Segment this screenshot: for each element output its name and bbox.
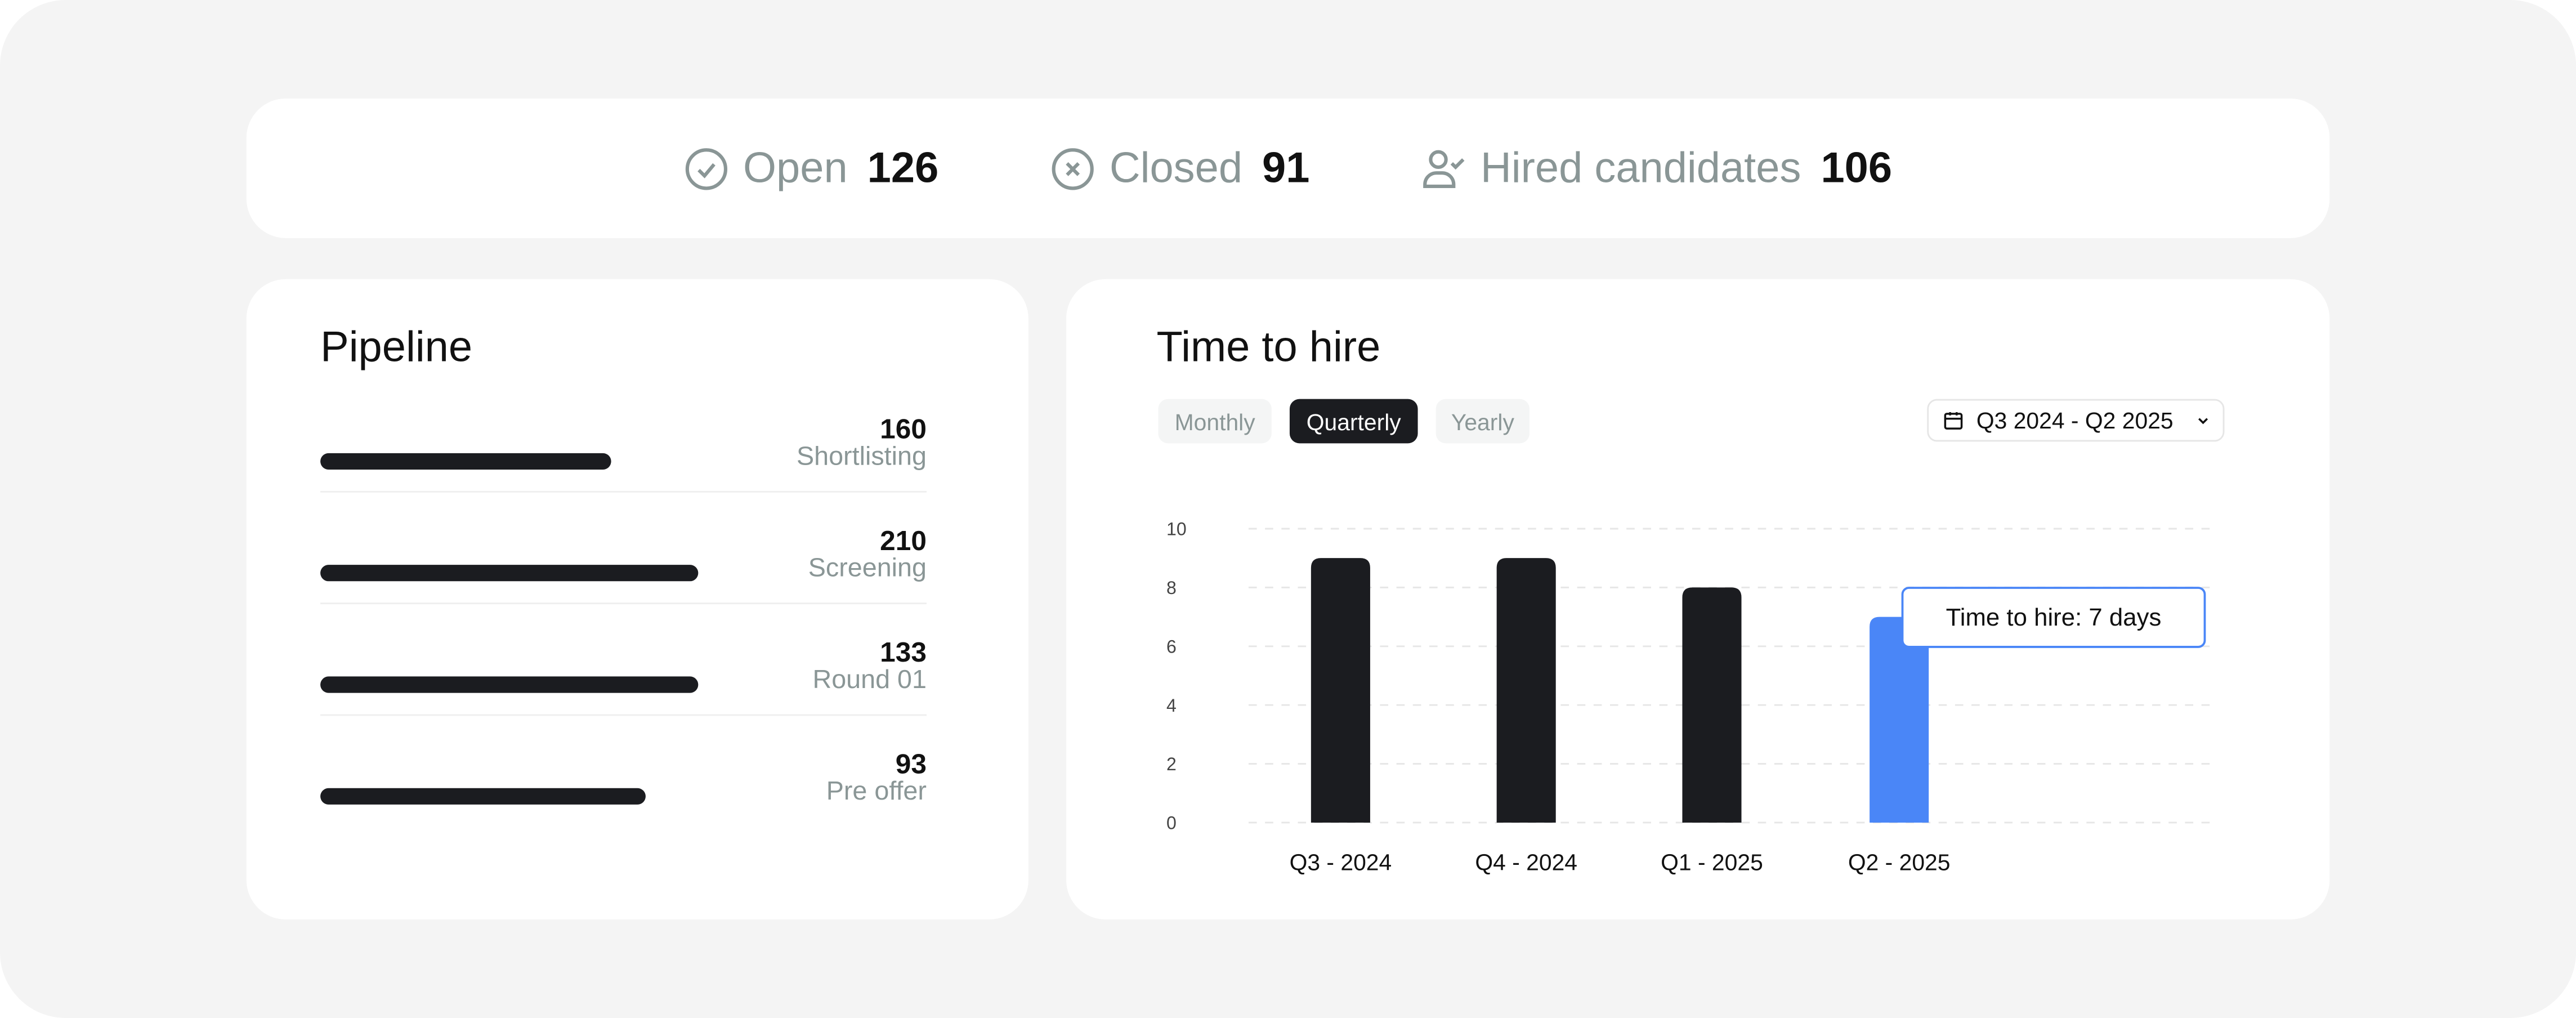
tab-yearly[interactable]: Yearly [1435, 399, 1530, 444]
tab-quarterly[interactable]: Quarterly [1289, 399, 1418, 444]
stat-value: 91 [1262, 142, 1310, 193]
divider [320, 490, 927, 493]
y-tick-label: 0 [1166, 813, 1177, 833]
user-check-icon [1423, 149, 1465, 187]
bar-Q3-2024[interactable] [1311, 558, 1370, 823]
x-tick-label: Q2 - 2025 [1848, 850, 1951, 876]
pipeline-row: 93 Pre offer [320, 748, 927, 864]
pipeline-bar [320, 565, 699, 582]
pipeline-label: Shortlisting [796, 443, 927, 471]
date-range-picker[interactable]: Q3 2024 - Q2 2025 [1927, 399, 2225, 442]
pipeline-row: 210 Screening [320, 525, 927, 640]
pipeline-bar [320, 676, 699, 693]
y-tick-label: 2 [1166, 754, 1177, 774]
pipeline-bar [320, 788, 646, 805]
y-tick-label: 8 [1166, 578, 1177, 598]
pipeline-value: 93 [895, 748, 927, 780]
time-to-hire-title: Time to hire [1156, 322, 1381, 372]
pipeline-value: 133 [880, 637, 927, 668]
stat-value: 126 [867, 142, 939, 193]
y-tick-label: 6 [1166, 636, 1177, 657]
pipeline-label: Screening [808, 555, 927, 583]
tooltip-text: Time to hire: 7 days [1946, 604, 2162, 631]
time-to-hire-card: 0 2 4 6 8 10 Q3 - 2024 Q4 - 2024 Q1 - 2025 Q2 - 2… [1066, 279, 2330, 920]
stat-label: Closed [1109, 142, 1243, 193]
pipeline-row: 160 Shortlisting [320, 413, 927, 529]
bar-Q1-2025[interactable] [1682, 587, 1742, 823]
date-range-value: Q3 2024 - Q2 2025 [1976, 407, 2174, 434]
pipeline-card: Pipeline 160 Shortlisting 210 Screening … [246, 279, 1028, 920]
pipeline-value: 160 [880, 413, 927, 445]
calendar-icon [1944, 412, 1963, 430]
divider [320, 602, 927, 605]
time-to-hire-chart: 0 2 4 6 8 10 Q3 - 2024 Q4 - 2024 Q1 - 2025 Q2 - 2… [1166, 519, 2210, 876]
stat-value: 106 [1821, 142, 1893, 193]
tooltip [1901, 587, 2206, 648]
stats-bar: Open 126 Closed 91 Hired candidates 106 [246, 98, 2330, 238]
chevron-down-icon [2198, 418, 2208, 425]
y-tick-label: 4 [1166, 695, 1177, 716]
pipeline-value: 210 [880, 525, 927, 557]
x-tick-label: Q3 - 2024 [1290, 850, 1392, 876]
x-tick-label: Q1 - 2025 [1661, 850, 1763, 876]
stat-label: Hired candidates [1480, 142, 1801, 193]
tab-monthly[interactable]: Monthly [1158, 399, 1272, 444]
stat-closed: Closed 91 [1050, 142, 1310, 194]
check-circle-icon [686, 147, 728, 189]
bar-Q4-2024[interactable] [1496, 558, 1556, 823]
x-circle-icon [1052, 147, 1094, 189]
bar-Q2-2025[interactable] [1870, 617, 1929, 823]
pipeline-label: Pre offer [826, 778, 927, 806]
pipeline-title: Pipeline [320, 322, 473, 372]
x-tick-label: Q4 - 2024 [1475, 850, 1577, 876]
stat-open: Open 126 [684, 143, 938, 194]
y-tick-label: 10 [1166, 519, 1187, 539]
divider [320, 714, 927, 716]
stat-label: Open [743, 142, 848, 193]
stat-hired: Hired candidates 106 [1421, 143, 1892, 194]
pipeline-bar [320, 453, 611, 470]
pipeline-row: 133 Round 01 [320, 637, 927, 752]
pipeline-label: Round 01 [812, 666, 927, 695]
